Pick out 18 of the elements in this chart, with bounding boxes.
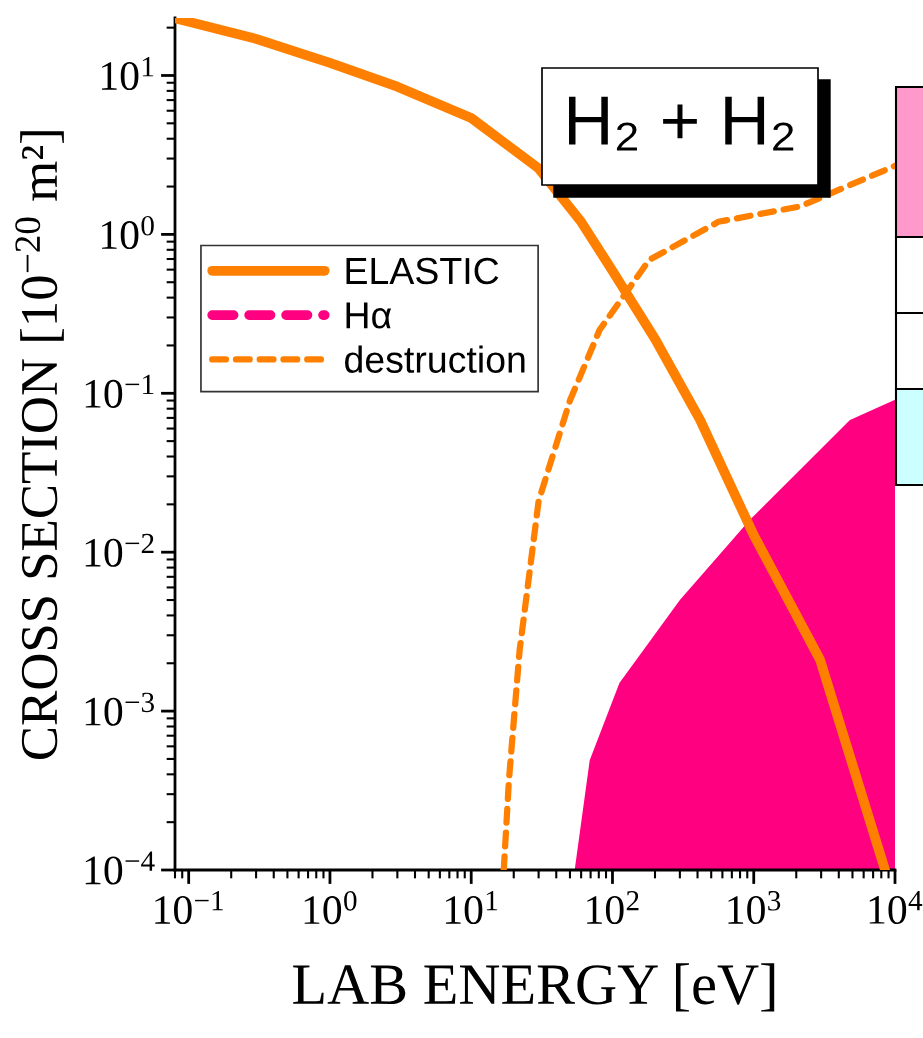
legend-label: ELASTIC bbox=[346, 257, 499, 285]
y-tick-label: 10$^{−4}$ bbox=[85, 851, 155, 885]
y-axis-title: CROSS SECTION [10$^{−20}$ m²] bbox=[15, 131, 64, 760]
legend-label: Hα bbox=[346, 302, 392, 329]
legend-label: destruction bbox=[345, 345, 525, 373]
y-tick-label: 10$^{−2}$ bbox=[85, 533, 154, 567]
y-tick-label: 10$^{0}$ bbox=[102, 215, 154, 250]
y-tick-label: 10$^{1}$ bbox=[102, 57, 154, 91]
x-tick-label: 10$^{4}$ bbox=[869, 891, 923, 924]
annotation: H₂ + H₂ bbox=[569, 96, 794, 151]
x-tick-label: 10$^{1}$ bbox=[445, 891, 498, 925]
x-tick-label: 10$^{2}$ bbox=[587, 891, 639, 925]
x-axis-title: LAB ENERGY [eV] bbox=[293, 963, 775, 1012]
x-tick-label: 10$^{0}$ bbox=[304, 891, 357, 925]
y-tick-label: 10$^{−3}$ bbox=[85, 692, 154, 726]
y-tick-label: 10$^{−1}$ bbox=[85, 374, 154, 408]
x-tick-label: 10$^{3}$ bbox=[728, 891, 781, 925]
x-tick-label: 10$^{−1}$ bbox=[155, 891, 223, 925]
